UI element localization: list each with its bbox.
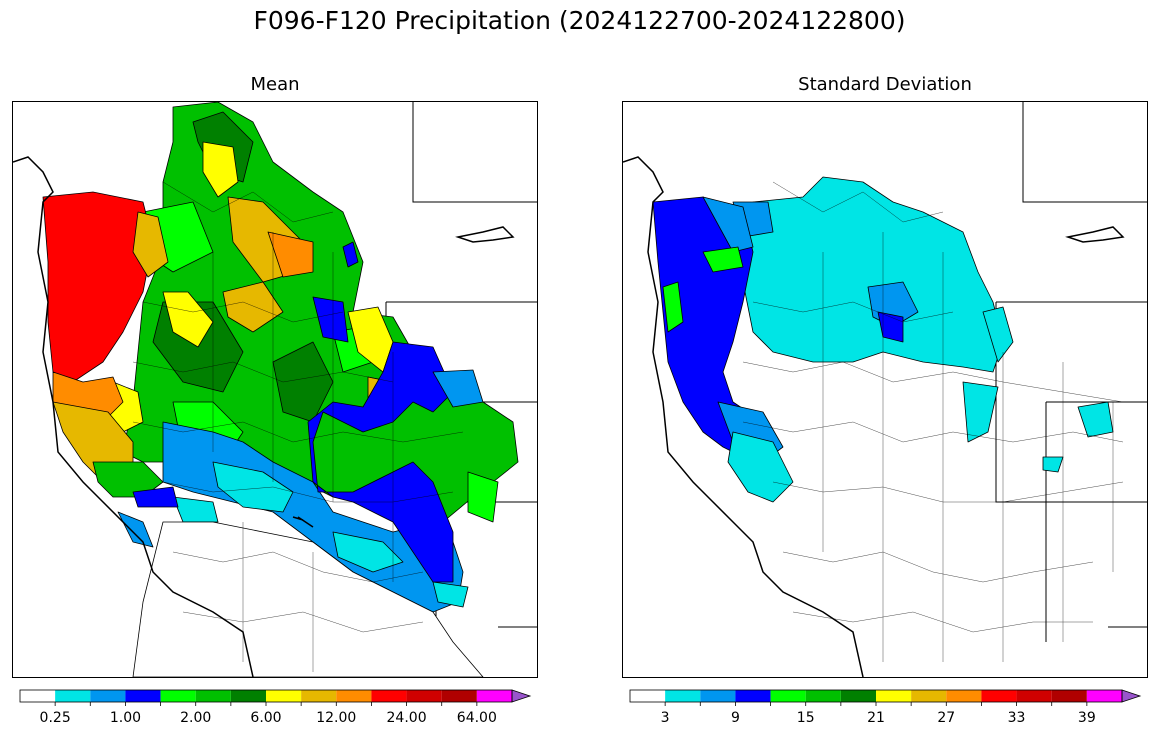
precip-regions <box>42 102 519 677</box>
colorbar-tick-label: 64.00 <box>456 710 497 726</box>
watershed-lines <box>742 181 1124 662</box>
colorbar-tick-label: 24.00 <box>386 710 427 726</box>
colorbar-tick-label: 9 <box>730 710 740 726</box>
colorbar-segment <box>1086 690 1122 702</box>
lake-outline <box>1065 226 1125 243</box>
colorbar-segment <box>55 690 91 702</box>
figure-title: F096-F120 Precipitation (2024122700-2024… <box>253 6 906 35</box>
colorbar-tick-label: 15 <box>796 710 815 726</box>
colorbar-tick-label: 39 <box>1077 710 1096 726</box>
std-colorbar: 3 9 15 21 27 33 39 <box>629 689 1142 726</box>
colorbar-segment <box>406 690 442 702</box>
colorbar-tick-label: 12.00 <box>316 710 357 726</box>
colorbar-segment <box>805 690 841 702</box>
colorbar-extend-arrow <box>511 689 532 703</box>
colorbar-segment <box>981 690 1017 702</box>
colorbar-segment <box>700 690 736 702</box>
colorbar-segment <box>630 690 666 702</box>
state-borders <box>995 102 1147 642</box>
mean-panel-title: Mean <box>250 74 300 95</box>
colorbar-segment <box>371 690 407 702</box>
colorbar-segment <box>90 690 126 702</box>
colorbar-segment <box>266 690 302 702</box>
watershed-lines <box>132 181 464 672</box>
colorbar-segment <box>230 690 266 702</box>
coastline <box>13 156 254 677</box>
std-map <box>622 101 1148 678</box>
mean-map-svg <box>13 102 537 677</box>
colorbar-tick-label: 27 <box>937 710 956 726</box>
colorbar-svg <box>629 689 1142 706</box>
colorbar-segment <box>911 690 947 702</box>
colorbar-tick-label: 33 <box>1007 710 1026 726</box>
colorbar-tick-label: 6.00 <box>250 710 282 726</box>
colorbar-tick-label: 1.00 <box>109 710 142 726</box>
colorbar-segment <box>195 690 231 702</box>
colorbar-segment <box>160 690 196 702</box>
colorbar-tick-label: 0.25 <box>39 710 71 726</box>
colorbar-segment <box>301 690 337 702</box>
coastline <box>623 156 864 677</box>
std-panel-title: Standard Deviation <box>798 74 972 95</box>
colorbar-segment <box>125 690 161 702</box>
colorbar-segment <box>665 690 701 702</box>
mean-colorbar: 0.25 1.00 2.00 6.00 12.00 24.00 64.00 <box>19 689 532 726</box>
colorbar-svg <box>19 689 532 706</box>
colorbar-segment <box>946 690 982 702</box>
colorbar-segment <box>476 690 512 702</box>
colorbar-segment <box>840 690 876 702</box>
colorbar-tick-label: 21 <box>867 710 885 726</box>
colorbar-segment <box>770 690 806 702</box>
colorbar-segment <box>1016 690 1052 702</box>
std-map-svg <box>623 102 1147 677</box>
colorbar-tick-label: 3 <box>660 710 670 726</box>
colorbar-tick-label: 2.00 <box>180 710 212 726</box>
colorbar-segment <box>1051 690 1087 702</box>
colorbar-segment <box>735 690 771 702</box>
colorbar-segment <box>876 690 912 702</box>
lake-outline <box>455 226 515 243</box>
mean-map <box>12 101 538 678</box>
colorbar-segment <box>336 690 372 702</box>
colorbar-segment <box>441 690 477 702</box>
colorbar-extend-arrow <box>1121 689 1142 703</box>
colorbar-segment <box>20 690 56 702</box>
